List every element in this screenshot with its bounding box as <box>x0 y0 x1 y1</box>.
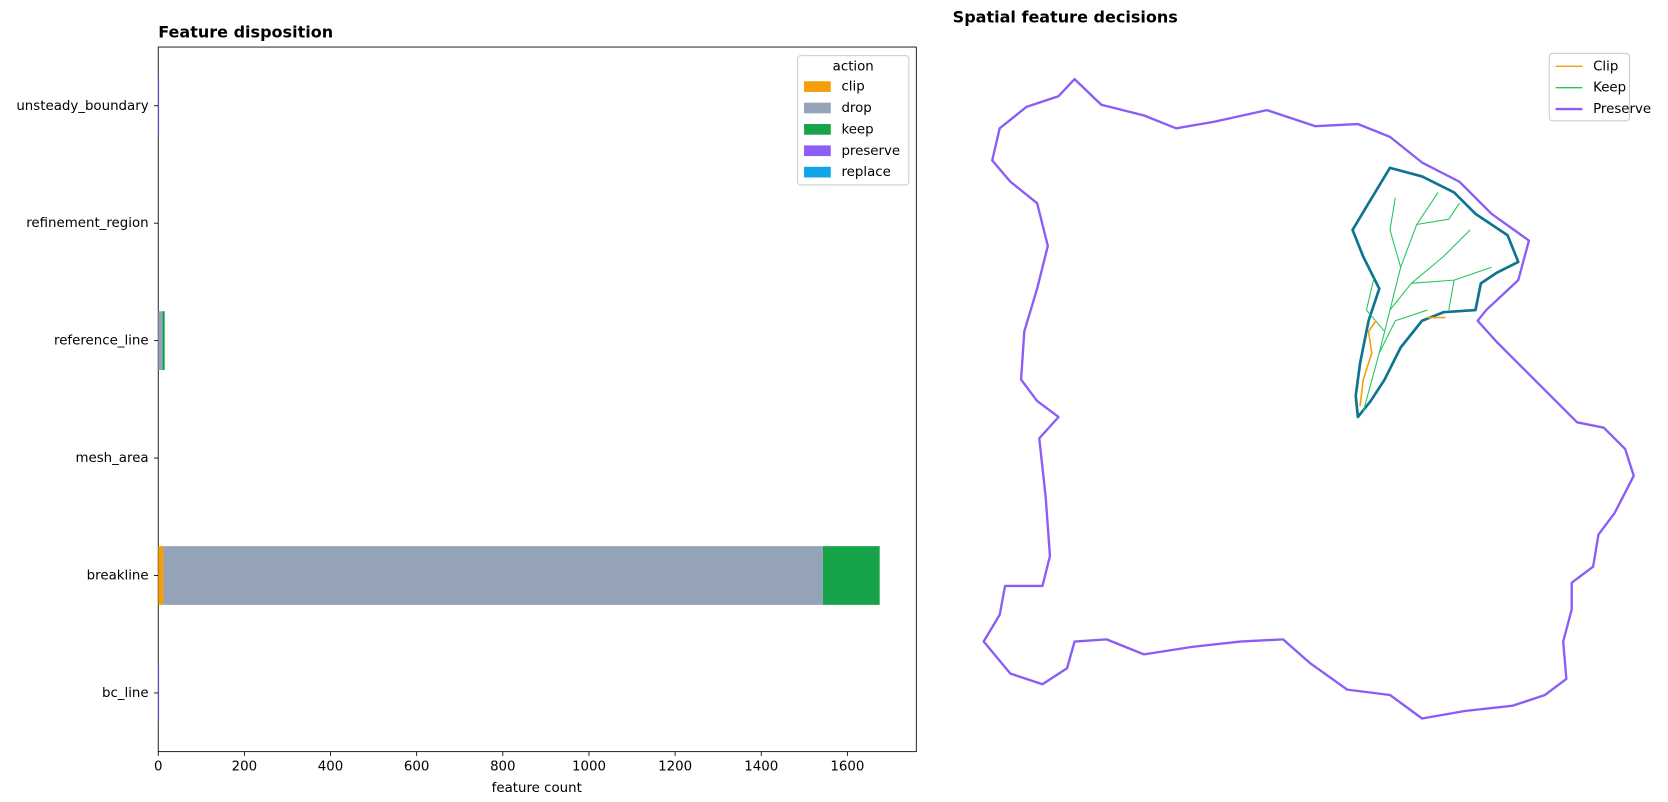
y-tick-label: unsteady_boundary <box>16 99 148 114</box>
watershed-boundary <box>1351 166 1520 419</box>
x-tick-label: 1200 <box>658 760 692 775</box>
legend-label: drop <box>841 101 871 116</box>
legend-label: preserve <box>841 144 900 159</box>
legend-label: Keep <box>1593 81 1626 96</box>
x-tick-label: 1600 <box>830 760 864 775</box>
legend-swatch <box>804 166 831 178</box>
plot-frame <box>157 46 917 753</box>
bar-segment <box>162 311 165 370</box>
x-tick-label: 600 <box>404 760 430 775</box>
legend-title: action <box>833 59 874 74</box>
x-tick-label: 0 <box>154 760 163 775</box>
bar-segment <box>158 76 160 136</box>
clip-lines <box>1359 316 1446 407</box>
y-tick-label: reference_line <box>54 334 149 349</box>
x-tick-label: 1400 <box>744 760 778 775</box>
y-tick-label: refinement_region <box>26 216 148 231</box>
x-tick-label: 200 <box>232 760 258 775</box>
legend-label: keep <box>841 122 873 137</box>
x-axis-label: feature count <box>492 781 582 796</box>
legend-label: Preserve <box>1593 102 1651 117</box>
map <box>982 77 1635 720</box>
bar-segment <box>158 311 163 370</box>
legend-label: clip <box>841 80 864 95</box>
legend-swatch <box>804 81 831 92</box>
x-tick-label: 800 <box>490 760 516 775</box>
x-tick-label: 400 <box>318 760 344 775</box>
y-tick-label: bc_line <box>102 686 149 701</box>
canvas: Feature disposition feature count Spatia… <box>16 8 1651 796</box>
bar-segment <box>163 546 823 605</box>
legend-swatch <box>804 124 831 135</box>
chart-title: Feature disposition <box>158 23 333 42</box>
x-tick-label: 1000 <box>572 760 606 775</box>
preserve-outline <box>982 77 1635 720</box>
legend-swatch <box>804 145 831 157</box>
bar-segment <box>158 663 160 723</box>
legend-label: replace <box>841 165 890 180</box>
y-tick-label: breakline <box>87 568 149 583</box>
bar-segment <box>158 546 164 605</box>
bar-segment <box>822 546 880 605</box>
legend-label: Clip <box>1593 59 1618 74</box>
map-title: Spatial feature decisions <box>953 8 1178 27</box>
map-legend-box <box>1548 52 1630 122</box>
y-tick-label: mesh_area <box>75 451 148 466</box>
legend-swatch <box>804 102 831 114</box>
keep-lines <box>1362 192 1492 412</box>
